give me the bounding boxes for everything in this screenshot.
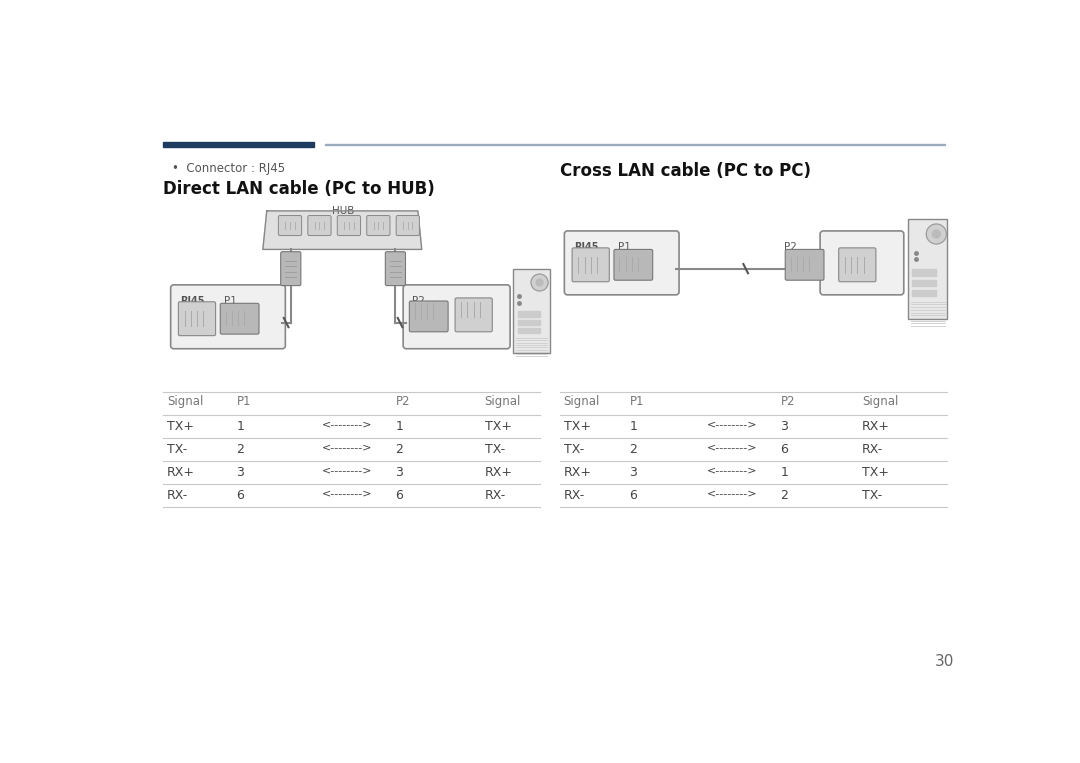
Text: TX-: TX-: [485, 443, 504, 456]
Text: P1: P1: [225, 295, 237, 306]
Text: Direct LAN cable (PC to HUB): Direct LAN cable (PC to HUB): [163, 180, 434, 198]
FancyBboxPatch shape: [337, 215, 361, 236]
Text: RX+: RX+: [485, 465, 513, 478]
FancyBboxPatch shape: [386, 252, 405, 285]
Text: Signal: Signal: [485, 395, 521, 408]
Text: <-------->: <-------->: [707, 489, 757, 499]
Text: <-------->: <-------->: [322, 443, 373, 452]
Text: 3: 3: [630, 465, 637, 478]
Text: P2: P2: [284, 253, 297, 263]
Bar: [517, 328, 540, 333]
Text: RX-: RX-: [166, 489, 188, 502]
Text: 2: 2: [781, 489, 788, 502]
FancyBboxPatch shape: [396, 215, 419, 236]
Text: 6: 6: [237, 489, 244, 502]
Polygon shape: [262, 211, 422, 250]
Text: RX+: RX+: [166, 465, 194, 478]
Text: RX-: RX-: [862, 443, 883, 456]
Text: 6: 6: [781, 443, 788, 456]
FancyBboxPatch shape: [613, 250, 652, 280]
Text: <-------->: <-------->: [322, 489, 373, 499]
Text: <-------->: <-------->: [707, 465, 757, 476]
FancyBboxPatch shape: [178, 302, 216, 336]
Circle shape: [531, 274, 548, 291]
Text: 2: 2: [630, 443, 637, 456]
Circle shape: [927, 224, 946, 244]
Bar: [908, 219, 947, 319]
Text: Signal: Signal: [166, 395, 203, 408]
Text: RX+: RX+: [564, 465, 592, 478]
Text: <-------->: <-------->: [322, 420, 373, 430]
Text: 6: 6: [395, 489, 403, 502]
Bar: [163, 142, 314, 147]
Text: Signal: Signal: [564, 395, 600, 408]
Text: <-------->: <-------->: [322, 465, 373, 476]
FancyBboxPatch shape: [403, 285, 510, 349]
Text: <-------->: <-------->: [707, 420, 757, 430]
Text: P2: P2: [784, 242, 797, 252]
Text: RX-: RX-: [485, 489, 505, 502]
Text: TX+: TX+: [564, 420, 591, 433]
FancyBboxPatch shape: [308, 215, 332, 236]
Text: P1: P1: [393, 253, 406, 263]
FancyBboxPatch shape: [455, 298, 492, 332]
FancyBboxPatch shape: [367, 215, 390, 236]
Text: RJ45: RJ45: [180, 295, 204, 306]
Bar: [517, 320, 540, 325]
Text: 3: 3: [237, 465, 244, 478]
Circle shape: [536, 279, 543, 286]
FancyBboxPatch shape: [279, 215, 301, 236]
Text: 3: 3: [781, 420, 788, 433]
Text: 1: 1: [395, 420, 403, 433]
Text: RX+: RX+: [862, 420, 890, 433]
Text: P1: P1: [618, 242, 631, 252]
Text: 2: 2: [237, 443, 244, 456]
FancyBboxPatch shape: [409, 301, 448, 332]
Bar: [517, 311, 540, 317]
Text: 6: 6: [630, 489, 637, 502]
Circle shape: [932, 230, 941, 238]
Text: TX-: TX-: [166, 443, 187, 456]
Text: TX+: TX+: [166, 420, 193, 433]
FancyBboxPatch shape: [220, 304, 259, 334]
Bar: [325, 144, 945, 146]
Text: •  Connector : RJ45: • Connector : RJ45: [172, 163, 285, 175]
Text: HUB: HUB: [332, 205, 354, 215]
FancyBboxPatch shape: [565, 231, 679, 295]
Text: TX-: TX-: [862, 489, 882, 502]
Text: 1: 1: [630, 420, 637, 433]
Bar: [912, 290, 936, 295]
Text: P1: P1: [237, 395, 251, 408]
Text: RX-: RX-: [564, 489, 585, 502]
Text: 2: 2: [395, 443, 403, 456]
Bar: [513, 269, 551, 353]
Text: <-------->: <-------->: [707, 443, 757, 452]
Text: RJ45: RJ45: [573, 242, 598, 252]
FancyBboxPatch shape: [171, 285, 285, 349]
Text: P2: P2: [395, 395, 410, 408]
Bar: [912, 280, 936, 285]
Text: TX+: TX+: [485, 420, 512, 433]
Text: TX-: TX-: [564, 443, 584, 456]
Text: P2: P2: [413, 295, 426, 306]
Text: Cross LAN cable (PC to PC): Cross LAN cable (PC to PC): [559, 163, 811, 180]
Text: 1: 1: [781, 465, 788, 478]
Text: 30: 30: [935, 654, 955, 668]
Text: Signal: Signal: [862, 395, 899, 408]
FancyBboxPatch shape: [820, 231, 904, 295]
FancyBboxPatch shape: [572, 248, 609, 282]
Text: P1: P1: [630, 395, 644, 408]
Text: TX+: TX+: [862, 465, 889, 478]
Bar: [912, 269, 936, 276]
Text: 3: 3: [395, 465, 403, 478]
Text: P2: P2: [781, 395, 795, 408]
FancyBboxPatch shape: [839, 248, 876, 282]
FancyBboxPatch shape: [281, 252, 301, 285]
Text: 1: 1: [237, 420, 244, 433]
FancyBboxPatch shape: [785, 250, 824, 280]
